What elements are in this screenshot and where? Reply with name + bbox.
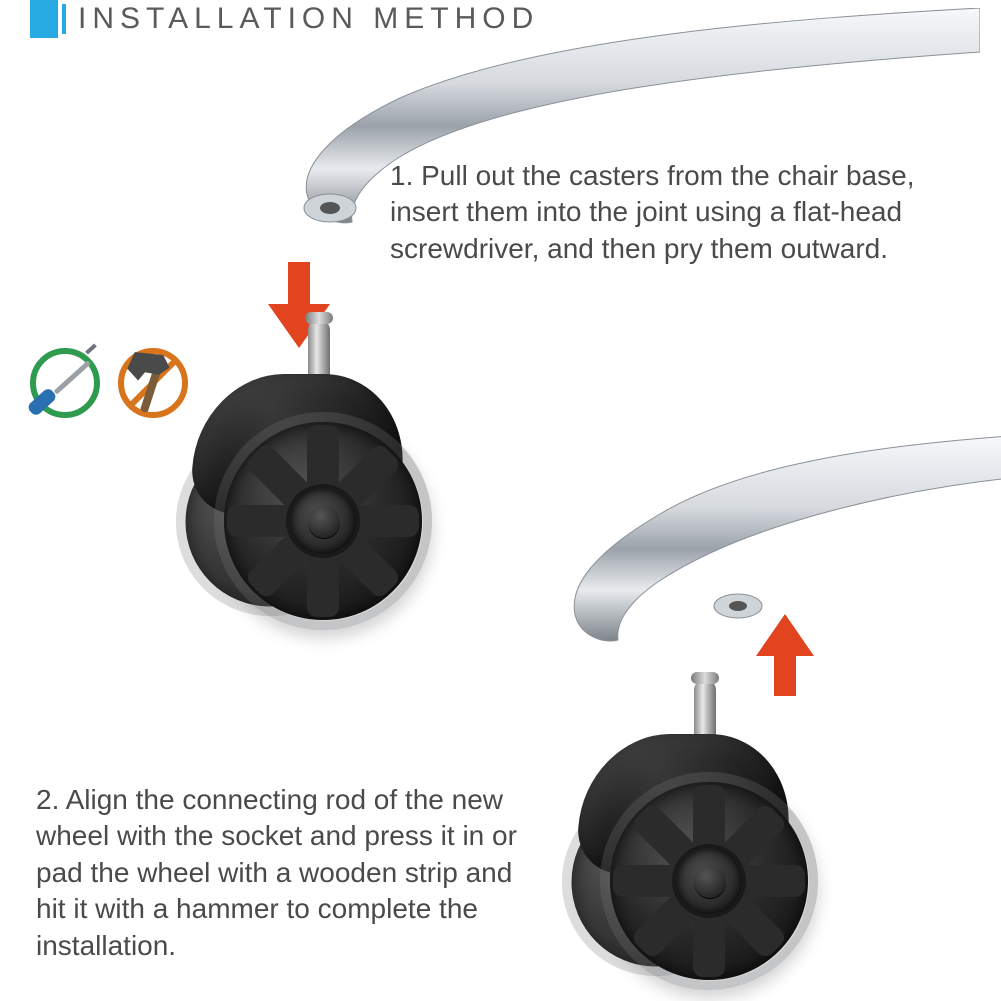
header-accent-bar-thin [62,4,66,34]
screwdriver-allowed [30,348,100,418]
step-1-text: 1. Pull out the casters from the chair b… [390,158,960,267]
caster-cap [308,506,340,538]
screwdriver-icon [21,339,109,427]
step-2-text: 2. Align the connecting rod of the new w… [36,782,546,964]
caster-cap [694,866,726,898]
tool-icons [30,348,188,418]
caster-wheel-1 [168,320,428,620]
header-accent-bar [30,0,58,38]
caster-wheel-2 [554,680,814,980]
